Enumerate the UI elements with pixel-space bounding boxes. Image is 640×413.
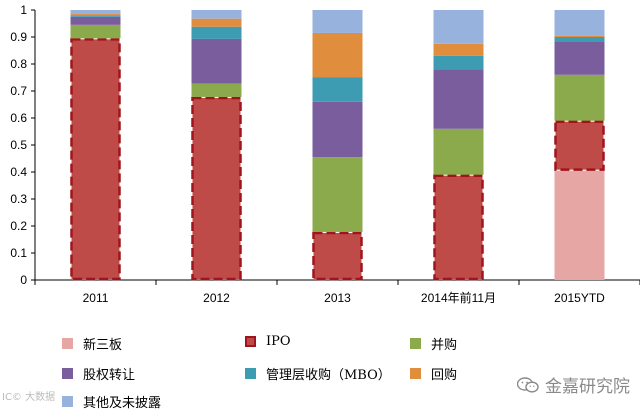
wechat-icon	[517, 376, 539, 393]
x-tick-label: 2014年前11月	[421, 290, 496, 305]
bar-segment	[554, 41, 605, 75]
watermark-left: IC© 大数据	[2, 392, 56, 403]
bar-segment	[433, 128, 484, 175]
bar-segment	[554, 170, 605, 280]
legend-swatch	[245, 368, 256, 379]
bar-segment	[312, 32, 363, 78]
bar-segment	[433, 43, 484, 56]
legend-swatch	[62, 396, 73, 407]
bar-segment	[191, 10, 242, 19]
legend-item: 其他及未披露	[62, 392, 161, 411]
bar-segment	[191, 18, 242, 27]
bar-segment	[191, 83, 242, 97]
x-tick-label: 2011	[83, 291, 109, 305]
bar-segment	[554, 74, 605, 121]
legend-swatch	[62, 338, 73, 349]
watermark-right: 金嘉研究院	[517, 372, 630, 397]
bar-segment	[191, 96, 242, 281]
bar-segment	[191, 38, 242, 84]
bar-segment	[433, 55, 484, 70]
legend-swatch	[245, 336, 256, 347]
bar-segment	[312, 101, 363, 158]
bar-segment	[191, 26, 242, 39]
x-tick-label: 2012	[203, 291, 230, 305]
legend-label: 其他及未披露	[83, 396, 162, 411]
bar-segment	[312, 157, 363, 232]
legend-item: 管理层收购（MBO）	[245, 364, 391, 383]
bar-segment	[312, 77, 363, 102]
legend-swatch	[410, 338, 421, 349]
bar-segment	[554, 35, 605, 37]
x-tick-label: 2013	[324, 291, 351, 305]
y-tick-label: 0.6	[10, 111, 27, 125]
legend-swatch	[410, 368, 421, 379]
y-tick-label: 1	[20, 3, 27, 17]
legend-item: 新三板	[62, 334, 122, 353]
bar-segment	[312, 231, 363, 281]
stacked-bar-chart: 0 0.1 0.2 0.3 0.4 0.5 0.6 0.7 0.8 0.9 1 2011 2012 201…	[10, 3, 640, 305]
bar-segment	[70, 10, 121, 15]
bar-segment	[433, 174, 484, 281]
y-tick-label: 0.1	[10, 246, 27, 260]
bar-segment	[70, 16, 121, 25]
legend-label: 股权转让	[83, 368, 136, 383]
legend-swatch	[62, 368, 73, 379]
y-tick-label: 0.8	[10, 57, 27, 71]
legend-item: 并购	[410, 334, 457, 353]
legend-label: 新三板	[83, 338, 123, 353]
bar-segment	[433, 10, 484, 44]
y-tick-label: 0.3	[10, 192, 27, 206]
bar-segment	[554, 120, 605, 171]
bar-segment	[70, 15, 121, 17]
y-tick-label: 0.5	[10, 138, 27, 152]
legend-item: 股权转让	[62, 364, 135, 383]
x-tick-label: 2015YTD	[554, 291, 605, 305]
y-tick-label: 0	[20, 273, 27, 287]
y-tick-label: 0.9	[10, 30, 27, 44]
legend: 新三板 IPO 并购股权转让 管理层收购（MBO） 回购其他及未披露	[0, 328, 640, 413]
bar-segment	[554, 37, 605, 42]
bar-segment	[433, 69, 484, 129]
bar-segment	[312, 10, 363, 33]
y-tick-label: 0.7	[10, 84, 27, 98]
y-tick-label: 0.2	[10, 219, 27, 233]
legend-label: IPO	[266, 334, 291, 349]
legend-item: IPO	[245, 334, 291, 349]
bar-segment	[70, 14, 121, 16]
watermark-right-text: 金嘉研究院	[545, 377, 630, 397]
bar-segment	[70, 24, 121, 39]
bar-segment	[554, 10, 605, 36]
bar-segment	[70, 38, 121, 281]
legend-label: 管理层收购（MBO）	[266, 368, 391, 383]
legend-label: 回购	[431, 368, 458, 383]
y-tick-label: 0.4	[10, 165, 27, 179]
legend-label: 并购	[431, 338, 458, 353]
legend-item: 回购	[410, 364, 457, 383]
